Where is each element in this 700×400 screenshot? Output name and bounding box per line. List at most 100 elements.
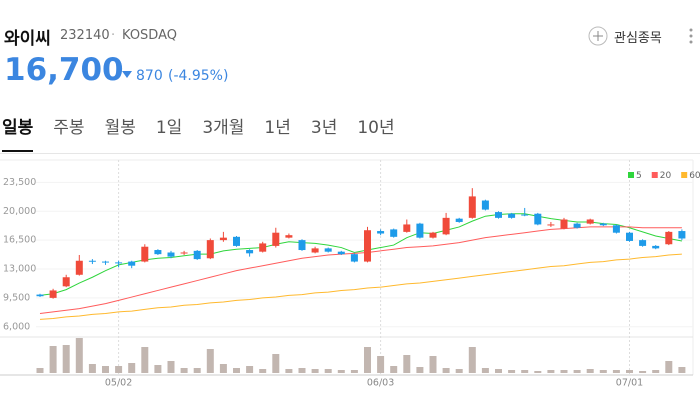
volume-bar [141, 347, 149, 373]
down-arrow [122, 71, 132, 78]
volume-bar [416, 367, 424, 373]
legend-swatch [651, 172, 658, 178]
legend-label: 5 [636, 171, 642, 181]
candle-body [193, 250, 201, 260]
candle-body [141, 246, 149, 262]
separator: · [111, 28, 116, 43]
candle-body [49, 290, 57, 298]
candle-body [547, 224, 555, 226]
volume-bar [311, 369, 319, 373]
volume-bar [285, 369, 293, 373]
candle-body [36, 294, 44, 297]
tab[interactable]: 10년 [357, 118, 395, 138]
candle-body [298, 240, 306, 251]
volume-bar [49, 346, 57, 373]
volume-bar [429, 356, 437, 373]
volume-bar [219, 364, 227, 373]
volume-bar [36, 368, 44, 373]
volume-bar [167, 361, 175, 373]
candle-body [481, 200, 489, 210]
volume-bar [468, 347, 476, 373]
tab[interactable]: 1일 [155, 118, 183, 138]
tab[interactable]: 3개월 [202, 118, 245, 138]
candle-body [377, 231, 385, 234]
candle-body [678, 231, 686, 239]
tab[interactable]: 3년 [310, 118, 338, 138]
volume-bar [547, 370, 555, 373]
volume-bar [88, 364, 96, 373]
candle-body [75, 260, 83, 275]
ma-line [39, 226, 682, 315]
volume-bar [154, 365, 162, 373]
y-tick-label: 13,000 [3, 264, 36, 275]
legend-swatch [628, 172, 634, 178]
volume-bar [639, 371, 647, 373]
candle-body [311, 248, 319, 253]
volume-bar [586, 369, 594, 373]
volume-bar [206, 349, 214, 373]
volume-bar [612, 370, 620, 373]
volume-bar [102, 366, 109, 373]
volume-bar [442, 368, 450, 373]
watch-button[interactable]: 관심종목 [614, 31, 662, 46]
candle-body [272, 232, 280, 246]
candle-body [612, 225, 620, 233]
tab[interactable]: 일봉 [2, 113, 34, 152]
volume-bar [678, 367, 686, 373]
ma-line [39, 253, 682, 320]
volume-bar [259, 369, 267, 373]
x-tick-label: 05/02 [105, 378, 132, 389]
candle-body [154, 250, 162, 255]
volume-bar [481, 368, 489, 373]
candle-body [586, 219, 594, 224]
candle-body [416, 223, 424, 238]
volume-bar [193, 368, 201, 373]
stock-name: 와이씨 [4, 29, 51, 49]
candle-body [573, 223, 581, 228]
tab[interactable]: 월봉 [104, 118, 136, 138]
candle-body [337, 251, 345, 255]
candle-body [390, 229, 398, 237]
y-tick-label: 6,000 [3, 321, 30, 332]
tab-bar: 일봉 주봉 월봉 1일 3개월 1년 3년 10년 [2, 113, 415, 152]
volume-bar [455, 369, 463, 373]
watch-icon[interactable] [588, 26, 608, 46]
candle-body [639, 240, 647, 246]
candle-body [128, 261, 136, 266]
tab[interactable]: 1년 [264, 118, 291, 138]
candle-body [350, 254, 358, 262]
volume-bar [350, 370, 358, 373]
y-tick-label: 9,500 [3, 292, 30, 303]
volume-bar [377, 356, 385, 373]
candle-body [508, 213, 516, 218]
volume-bar [560, 370, 568, 373]
ma-line [39, 213, 682, 296]
volume-bar [403, 355, 411, 373]
candle-body [102, 261, 109, 263]
volume-bar [128, 363, 136, 373]
candle-body [180, 252, 188, 254]
change-pct: (-4.95%) [168, 68, 229, 84]
candle-body [324, 248, 332, 252]
candle-body [442, 217, 450, 235]
candle-body [259, 243, 267, 252]
y-tick-label: 16,500 [3, 235, 36, 246]
candle-body [429, 232, 437, 238]
volume-bar [534, 371, 542, 373]
volume-bar [62, 345, 70, 373]
candle-body [167, 252, 175, 257]
more-menu[interactable] [688, 27, 694, 45]
tab[interactable]: 주봉 [53, 118, 85, 138]
y-tick-label: 23,500 [3, 177, 36, 188]
candle-body [364, 230, 371, 262]
legend-label: 60 [689, 171, 700, 181]
volume-bar [115, 366, 123, 373]
candle-body [560, 219, 568, 229]
volume-bar [599, 370, 607, 373]
candle-body [468, 196, 476, 218]
volume-bar [390, 366, 398, 373]
volume-bar [521, 370, 529, 373]
candle-body [246, 250, 254, 254]
x-tick-label: 07/01 [616, 378, 643, 389]
